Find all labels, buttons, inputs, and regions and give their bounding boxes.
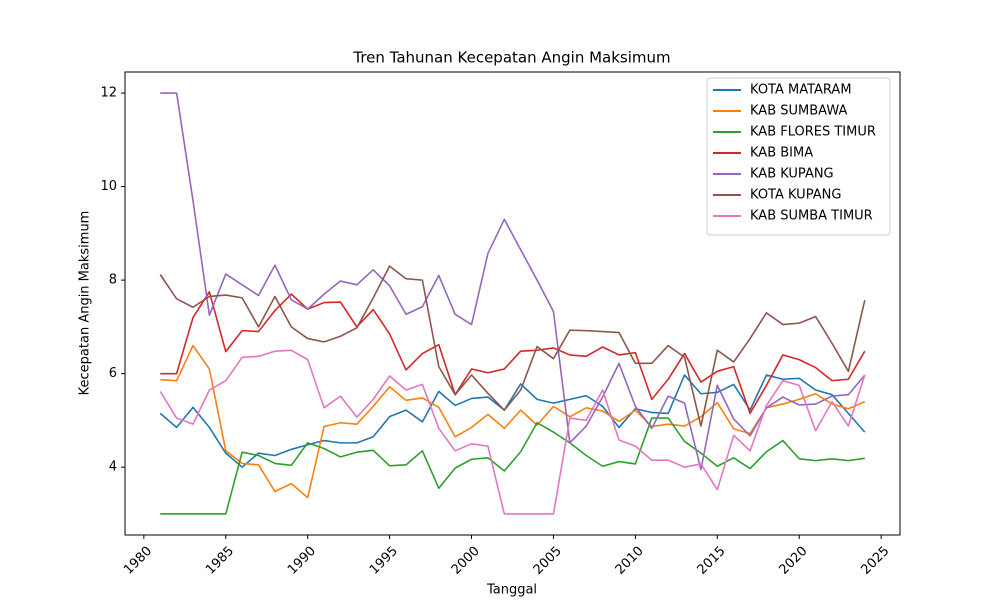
series-line [160,417,865,515]
x-axis-label: Tanggal [486,583,537,598]
y-tick-label: 10 [100,179,117,194]
legend-box [706,77,891,236]
legend-label: KAB BIMA [750,146,813,161]
legend-label: KOTA KUPANG [750,188,841,203]
series-line [160,92,866,471]
series-line [159,349,866,515]
y-axis-label: Kecepatan Angin Maksimum [78,211,93,396]
legend-label: KAB SUMBAWA [750,104,847,119]
legend-label: KAB KUPANG [750,167,834,182]
chart-title: Tren Tahunan Kecepatan Angin Maksimum [352,49,670,67]
y-tick-label: 12 [100,86,117,101]
y-tick-label: 4 [109,460,117,475]
y-tick-label: 6 [109,366,117,381]
y-tick-label: 8 [109,273,117,288]
legend-label: KAB FLORES TIMUR [750,125,876,140]
series-line [160,291,866,415]
legend-label: KOTA MATARAM [750,83,852,98]
plot-frame [124,71,901,536]
legend-label: KAB SUMBA TIMUR [750,209,873,224]
series-line [159,265,866,427]
